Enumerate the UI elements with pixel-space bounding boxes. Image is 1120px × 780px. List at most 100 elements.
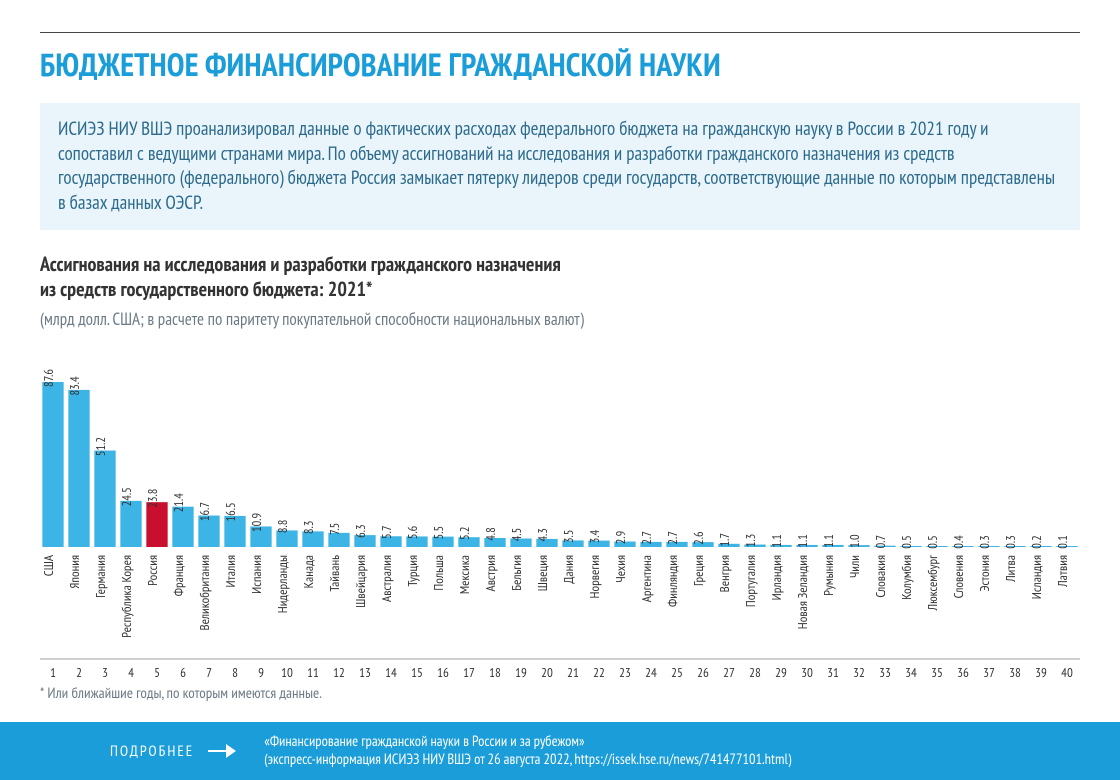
bar-country-label: Эстония xyxy=(976,555,993,592)
chart-bar xyxy=(94,450,115,546)
bar-country-label: Исландия xyxy=(1028,555,1045,599)
bar-country-label: Венгрия xyxy=(716,555,733,592)
bar-rank-label: 11 xyxy=(307,664,319,678)
chart-subtitle: (млрд долл. США; в расчете по паритету п… xyxy=(40,308,1080,330)
bar-value-label: 1.7 xyxy=(717,533,733,546)
bar-value-label: 4.3 xyxy=(535,528,551,541)
more-link[interactable]: ПОДРОБНЕЕ xyxy=(110,742,236,761)
bar-rank-label: 27 xyxy=(723,664,735,678)
bar-country-label: Нидерланды xyxy=(274,555,291,613)
bar-value-label: 8.3 xyxy=(301,520,317,533)
bar-chart: 87.6США183.4Япония251.2Германия324.5Респ… xyxy=(40,348,1080,678)
bar-rank-label: 8 xyxy=(232,664,238,678)
chart-title-line1: Ассигнования на исследования и разработк… xyxy=(40,251,561,277)
bar-value-label: 8.8 xyxy=(275,519,291,532)
bar-rank-label: 30 xyxy=(801,664,813,678)
bar-value-label: 7.5 xyxy=(327,522,343,534)
bar-country-label: Япония xyxy=(66,555,83,589)
bar-value-label: 5.2 xyxy=(457,526,473,539)
bar-value-label: 16.5 xyxy=(223,502,239,521)
chart-title: Ассигнования на исследования и разработк… xyxy=(40,252,1080,302)
bar-rank-label: 12 xyxy=(333,664,345,678)
bar-value-label: 0.3 xyxy=(1003,535,1019,548)
bar-rank-label: 7 xyxy=(206,664,212,678)
bar-country-label: Польша xyxy=(430,555,447,591)
infographic-page: БЮДЖЕТНОЕ ФИНАНСИРОВАНИЕ ГРАЖДАНСКОЙ НАУ… xyxy=(0,0,1120,780)
bar-country-label: Республика Корея xyxy=(118,555,135,638)
bar-value-label: 24.5 xyxy=(119,487,135,506)
bar-rank-label: 21 xyxy=(567,664,579,678)
bar-rank-label: 38 xyxy=(1009,664,1021,678)
bar-country-label: Финляндия xyxy=(664,555,681,607)
bar-rank-label: 29 xyxy=(775,664,787,678)
bar-rank-label: 1 xyxy=(50,664,56,678)
bar-value-label: 0.4 xyxy=(951,535,967,549)
bar-rank-label: 16 xyxy=(437,664,449,678)
bar-rank-label: 3 xyxy=(102,664,108,678)
bar-country-label: Аргентина xyxy=(638,555,655,602)
bar-value-label: 1.0 xyxy=(847,534,863,548)
bar-rank-label: 34 xyxy=(905,664,917,678)
chart-footnote: * Или ближайшие годы, по которым имеются… xyxy=(40,684,1080,703)
bar-country-label: Франция xyxy=(170,555,187,596)
bar-value-label: 4.8 xyxy=(483,527,499,540)
bar-country-label: Чехия xyxy=(612,555,629,583)
bar-value-label: 87.6 xyxy=(41,368,57,386)
reference-title: «Финансирование гражданской науки в Росс… xyxy=(264,733,791,751)
bar-value-label: 0.1 xyxy=(1055,535,1071,548)
reference-block: «Финансирование гражданской науки в Росс… xyxy=(264,733,791,769)
bar-rank-label: 10 xyxy=(281,664,293,678)
bar-country-label: Люксембург xyxy=(924,555,941,612)
bar-value-label: 2.7 xyxy=(639,531,655,544)
bar-rank-label: 2 xyxy=(76,664,82,678)
bar-country-label: Колумбия xyxy=(898,555,915,600)
bar-country-label: Латвия xyxy=(1054,555,1071,588)
bar-value-label: 51.2 xyxy=(93,437,109,456)
bar-value-label: 2.9 xyxy=(613,531,629,544)
bar-value-label: 1.1 xyxy=(821,534,837,547)
bar-country-label: Германия xyxy=(92,555,109,598)
bar-rank-label: 15 xyxy=(411,664,423,678)
bar-country-label: Великобритания xyxy=(196,555,213,631)
bar-country-label: Словения xyxy=(950,555,967,598)
bar-country-label: Норвегия xyxy=(586,555,603,598)
chart-bar xyxy=(120,501,141,547)
bar-country-label: Австралия xyxy=(378,555,395,602)
bar-country-label: Италия xyxy=(222,555,239,587)
bar-value-label: 1.1 xyxy=(795,534,811,547)
bar-rank-label: 4 xyxy=(128,664,134,678)
bar-rank-label: 32 xyxy=(853,664,865,678)
bar-country-label: Испания xyxy=(248,555,265,594)
top-hairline xyxy=(40,32,1080,33)
bar-country-label: Бельгия xyxy=(508,555,525,591)
bar-rank-label: 31 xyxy=(827,664,839,678)
footer-bar: ПОДРОБНЕЕ «Финансирование гражданской на… xyxy=(0,722,1120,780)
bar-country-label: Словакия xyxy=(872,555,889,598)
bar-rank-label: 33 xyxy=(879,664,891,678)
bar-rank-label: 13 xyxy=(359,664,371,678)
bar-country-label: Греция xyxy=(690,555,707,586)
bar-rank-label: 6 xyxy=(180,664,186,678)
bar-value-label: 10.9 xyxy=(249,513,265,532)
bar-rank-label: 39 xyxy=(1035,664,1047,678)
bar-country-label: Чили xyxy=(846,555,863,578)
bar-value-label: 3.4 xyxy=(587,529,603,543)
bar-rank-label: 20 xyxy=(541,664,553,678)
bar-rank-label: 25 xyxy=(671,664,683,678)
bar-rank-label: 28 xyxy=(749,664,761,678)
bar-rank-label: 19 xyxy=(515,664,527,678)
bar-value-label: 4.5 xyxy=(509,528,525,541)
bar-value-label: 5.5 xyxy=(431,526,447,539)
page-title: БЮДЖЕТНОЕ ФИНАНСИРОВАНИЕ ГРАЖДАНСКОЙ НАУ… xyxy=(40,43,1080,85)
chart-svg: 87.6США183.4Япония251.2Германия324.5Респ… xyxy=(40,348,1080,678)
chart-title-line2: из средств государственного бюджета: 202… xyxy=(40,276,372,302)
bar-value-label: 1.1 xyxy=(769,534,785,547)
bar-value-label: 2.7 xyxy=(665,531,681,544)
more-link-label: ПОДРОБНЕЕ xyxy=(110,742,194,761)
bar-value-label: 83.4 xyxy=(67,376,83,395)
bar-rank-label: 36 xyxy=(957,664,969,678)
bar-country-label: Канада xyxy=(300,555,317,588)
bar-rank-label: 24 xyxy=(645,664,657,678)
bar-value-label: 0.7 xyxy=(873,535,889,548)
bar-country-label: Новая Зеландия xyxy=(794,555,811,629)
